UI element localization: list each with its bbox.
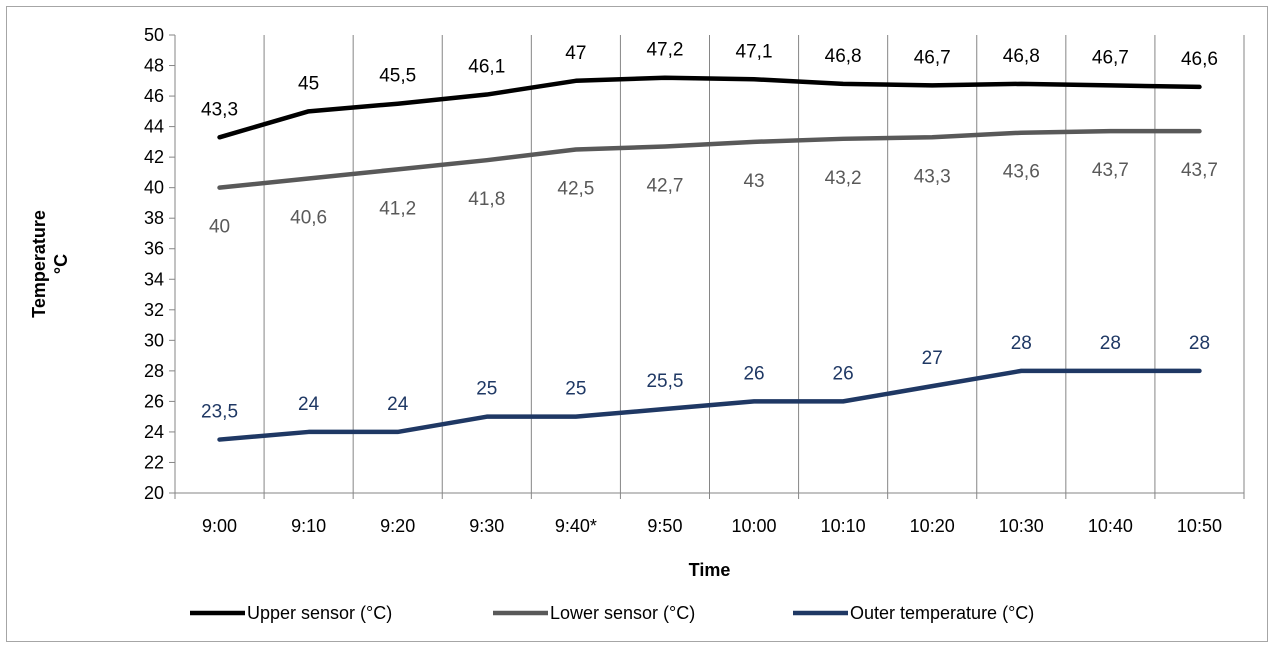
data-label: 25 <box>565 379 586 400</box>
data-label: 23,5 <box>201 402 238 423</box>
legend-entry: Upper sensor (°C) <box>247 603 392 623</box>
x-tick-label: 9:40* <box>555 516 597 536</box>
data-label: 46,1 <box>468 57 505 78</box>
data-label: 24 <box>387 394 409 415</box>
data-label: 46,6 <box>1181 49 1218 70</box>
data-label: 42,7 <box>646 175 683 196</box>
data-label: 43,3 <box>201 99 238 120</box>
y-tick-label: 26 <box>144 391 164 411</box>
y-tick-label: 50 <box>144 25 164 45</box>
x-axis-title: Time <box>689 560 731 580</box>
x-tick-label: 10:40 <box>1088 516 1133 536</box>
data-label: 28 <box>1189 333 1210 354</box>
y-tick-label: 42 <box>144 147 164 167</box>
data-label: 27 <box>922 348 943 369</box>
y-axis-title: Temperature °C <box>29 210 71 318</box>
data-label: 25,5 <box>646 371 683 392</box>
x-tick-label: 10:50 <box>1177 516 1222 536</box>
series-line-2 <box>217 128 1202 190</box>
data-label: 47,2 <box>646 40 683 61</box>
x-tick-label: 9:30 <box>469 516 504 536</box>
data-label: 41,8 <box>468 189 505 210</box>
y-tick-label: 48 <box>144 56 164 76</box>
legend-entry: Lower sensor (°C) <box>550 603 695 623</box>
data-label: 43,3 <box>914 166 951 187</box>
y-tick-label: 20 <box>144 483 164 503</box>
data-label: 43,7 <box>1092 160 1129 181</box>
x-tick-label: 10:00 <box>732 516 777 536</box>
y-tick-label: 22 <box>144 452 164 472</box>
data-label: 40 <box>209 217 230 238</box>
series-line-1 <box>217 75 1202 140</box>
x-tick-label: 10:20 <box>910 516 955 536</box>
x-tick-label: 9:50 <box>647 516 682 536</box>
data-label: 43,7 <box>1181 160 1218 181</box>
data-label: 43 <box>743 171 764 192</box>
data-label: 42,5 <box>557 179 594 200</box>
data-label: 28 <box>1011 333 1032 354</box>
y-tick-label: 32 <box>144 300 164 320</box>
y-tick-label: 30 <box>144 330 164 350</box>
data-label: 41,2 <box>379 198 416 219</box>
series-line-3 <box>217 368 1202 442</box>
data-label: 47,1 <box>736 41 773 62</box>
y-tick-label: 28 <box>144 361 164 381</box>
legend-entry: Outer temperature (°C) <box>850 603 1034 623</box>
y-tick-label: 44 <box>144 117 164 137</box>
data-label: 25 <box>476 379 497 400</box>
x-tick-label: 10:10 <box>821 516 866 536</box>
x-tick-label: 10:30 <box>999 516 1044 536</box>
data-label: 43,6 <box>1003 162 1040 183</box>
x-tick-label: 9:20 <box>380 516 415 536</box>
data-label: 40,6 <box>290 208 327 229</box>
x-tick-label: 9:00 <box>202 516 237 536</box>
data-label: 45 <box>298 73 319 94</box>
y-tick-label: 24 <box>144 422 164 442</box>
data-label: 26 <box>743 363 764 384</box>
data-label: 24 <box>298 394 320 415</box>
y-tick-label: 46 <box>144 86 164 106</box>
data-label: 46,8 <box>1003 46 1040 67</box>
data-label: 26 <box>833 363 854 384</box>
y-tick-label: 38 <box>144 208 164 228</box>
y-tick-label: 34 <box>144 269 164 289</box>
x-tick-label: 9:10 <box>291 516 326 536</box>
data-label: 46,7 <box>1092 47 1129 68</box>
data-label: 47 <box>565 43 586 64</box>
data-label: 28 <box>1100 333 1121 354</box>
data-label: 45,5 <box>379 66 416 87</box>
y-tick-label: 40 <box>144 178 164 198</box>
chart-frame <box>6 6 1268 642</box>
data-label: 46,8 <box>825 46 862 67</box>
data-label: 43,2 <box>825 168 862 189</box>
y-tick-label: 36 <box>144 239 164 259</box>
data-label: 46,7 <box>914 47 951 68</box>
